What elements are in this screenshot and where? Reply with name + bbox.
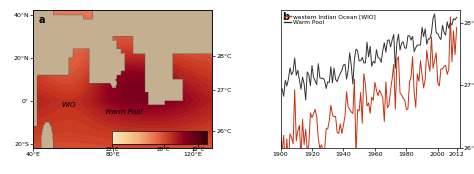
- Legend: western Indian Ocean [WIO], Warm Pool: western Indian Ocean [WIO], Warm Pool: [283, 13, 377, 26]
- Text: b: b: [283, 12, 290, 22]
- Text: a: a: [38, 15, 45, 25]
- Text: Warm Pool: Warm Pool: [105, 109, 142, 114]
- Text: WIO: WIO: [61, 102, 75, 108]
